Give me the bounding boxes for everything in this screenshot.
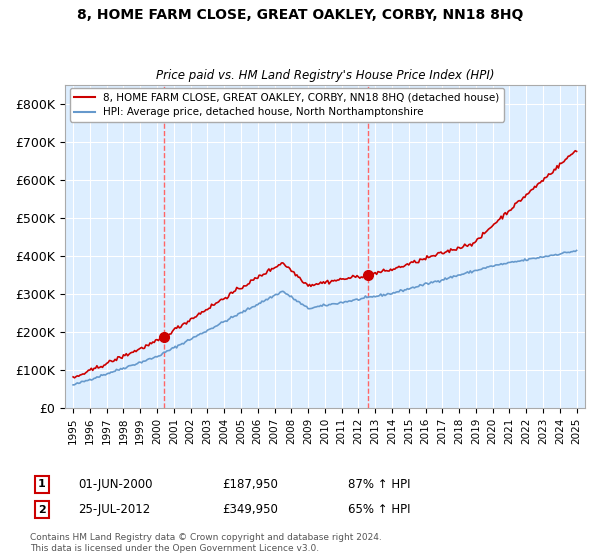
Text: 8, HOME FARM CLOSE, GREAT OAKLEY, CORBY, NN18 8HQ: 8, HOME FARM CLOSE, GREAT OAKLEY, CORBY,…: [77, 8, 523, 22]
Text: £187,950: £187,950: [222, 478, 278, 491]
Text: 25-JUL-2012: 25-JUL-2012: [78, 503, 150, 516]
Text: 1: 1: [38, 479, 46, 489]
Text: £349,950: £349,950: [222, 503, 278, 516]
Text: 2: 2: [364, 97, 372, 111]
Text: 1: 1: [160, 97, 169, 111]
Text: 87% ↑ HPI: 87% ↑ HPI: [348, 478, 410, 491]
Title: Price paid vs. HM Land Registry's House Price Index (HPI): Price paid vs. HM Land Registry's House …: [155, 69, 494, 82]
Text: Contains HM Land Registry data © Crown copyright and database right 2024.
This d: Contains HM Land Registry data © Crown c…: [30, 534, 382, 553]
Text: 65% ↑ HPI: 65% ↑ HPI: [348, 503, 410, 516]
Text: 01-JUN-2000: 01-JUN-2000: [78, 478, 152, 491]
Text: 2: 2: [38, 505, 46, 515]
Legend: 8, HOME FARM CLOSE, GREAT OAKLEY, CORBY, NN18 8HQ (detached house), HPI: Average: 8, HOME FARM CLOSE, GREAT OAKLEY, CORBY,…: [70, 88, 503, 122]
